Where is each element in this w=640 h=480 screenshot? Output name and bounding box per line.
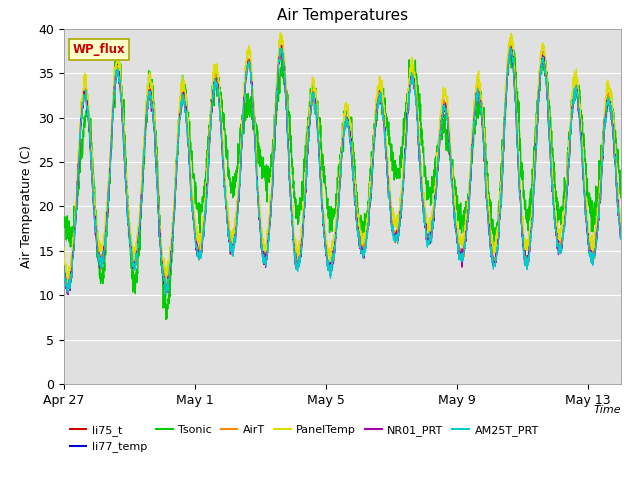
Title: Air Temperatures: Air Temperatures xyxy=(277,9,408,24)
Y-axis label: Air Temperature (C): Air Temperature (C) xyxy=(20,145,33,268)
Legend: li75_t, li77_temp, Tsonic, AirT, PanelTemp, NR01_PRT, AM25T_PRT: li75_t, li77_temp, Tsonic, AirT, PanelTe… xyxy=(70,425,539,453)
Text: WP_flux: WP_flux xyxy=(72,43,125,56)
Text: Time: Time xyxy=(593,405,621,415)
